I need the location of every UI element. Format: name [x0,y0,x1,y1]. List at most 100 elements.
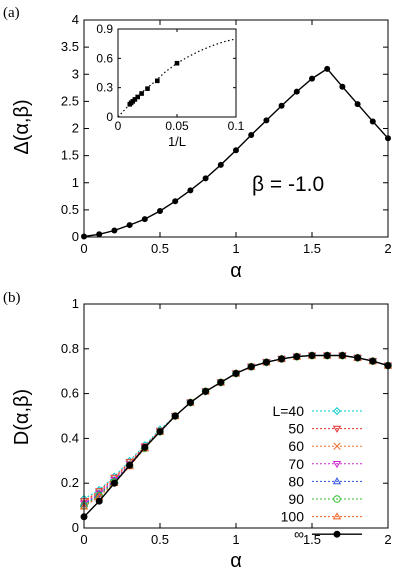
panel-b-label: (b) [3,290,21,306]
gap-point [263,117,270,124]
series-point [262,358,270,366]
gap-point [309,75,315,82]
inset-point [139,91,144,96]
panel-a-ytick-label: 1.5 [61,148,79,163]
legend-label: 80 [288,473,304,489]
series-point [171,412,179,420]
series-line [83,355,389,505]
panel-a-ytick-label: 3 [72,66,79,81]
inset-point [154,78,160,84]
series-point [126,461,134,469]
inset-point [145,86,150,91]
legend-label: L=40 [272,403,304,419]
beta-annotation: β = -1.0 [252,173,324,196]
gap-point [278,102,285,109]
gap-point [217,161,224,168]
panel-b-ytick-label: 0.6 [61,386,79,401]
inset-xtick-label: 0.05 [165,119,189,133]
inset-frame [117,28,237,118]
series-point [110,479,118,487]
series-point [232,369,240,377]
gap-point [233,147,239,154]
series-point [247,363,255,371]
gap-point [339,83,346,90]
series-point [278,355,286,363]
inset-xticks: 0 0.05 0.1 [115,29,245,133]
legend-marker [332,477,342,485]
series-point [369,357,377,365]
panel-b-ytick-label: 1 [72,296,79,311]
series-point [338,352,346,360]
legend-label: 60 [288,438,304,454]
series-point [323,352,331,360]
panel-a-plot [81,65,391,240]
panel-b-ylabel: D(α,β) [11,389,33,445]
panel-a-ytick-label: 2 [72,121,79,136]
series-line [83,354,389,518]
gap-point [369,118,376,125]
gap-point [96,231,103,238]
legend-label: 50 [288,421,304,437]
panel-b-yticks: 0 0.2 0.4 0.6 0.8 1 [61,296,388,535]
panel-b-ytick-label: 0.8 [61,341,79,356]
inset-point [174,60,180,66]
inset-yticks: 0 0.3 0.6 0.9 [96,22,236,124]
inset-xlabel: 1/L [168,134,186,149]
series-point [156,428,164,436]
panel-b-ytick-label: 0.4 [61,430,79,445]
series-line [83,355,389,508]
panel-b-frame [83,303,389,529]
gap-point [202,175,209,182]
panel-a-xtick-label: 0.5 [151,241,169,256]
inset-xtick-label: 0 [115,119,122,133]
legend-marker [332,425,342,433]
panel-a-xtick-label: 2 [384,241,391,256]
panel-b-plot [79,351,393,521]
legend-marker [332,460,342,469]
panel-a-ytick-label: 0 [72,229,79,244]
inset-xtick-label: 0.1 [228,119,245,133]
panel-a-xtick-label: 1 [232,241,239,256]
series-point [202,387,210,395]
panel-a-ytick-label: 2.5 [61,93,79,108]
inset-ytick-label: 0.3 [96,81,113,95]
panel-b-xtick-label: 1.5 [303,532,321,547]
gap-point [293,88,300,95]
panel-a-label: (a) [3,5,20,21]
panel-a-frame [83,19,389,238]
series-point [354,354,362,362]
gap-point [248,132,255,139]
panel-a-xlabel: α [230,260,242,282]
series-line [83,355,389,507]
gap-point [126,222,133,229]
panel-a: (a) Δ(α,β) α β = -1.0 0 0.5 1 1.5 2 0 0.5 1 1.5… [3,5,392,282]
inset-ytick-label: 0.6 [96,51,113,65]
gap-point [324,65,331,72]
series-point [186,399,194,407]
gap-point [172,198,179,205]
inset-background [118,29,236,117]
panel-b-xtick-label: 0 [80,532,87,547]
gap-point [157,207,163,214]
series-point [293,353,301,361]
legend-label: 90 [288,491,304,507]
panel-a-ytick-label: 1 [72,175,79,190]
series-point [141,443,149,451]
inset-plot [117,38,237,118]
panel-a-ytick-label: 3.5 [61,39,79,54]
series-point [95,497,103,505]
panel-a-xtick-label: 0 [80,241,87,256]
panel-a-ylabel: Δ(α,β) [11,99,33,154]
panel-b-ytick-label: 0.2 [61,475,79,490]
inset-ytick-label: 0.9 [96,22,113,36]
gap-point [111,227,118,234]
legend-marker [333,530,341,538]
legend-marker [332,406,342,416]
panel-a-ytick-label: 4 [72,12,79,27]
panel-a-ytick-label: 0.5 [61,202,79,217]
series-point [217,378,225,386]
panel-b-xtick-label: 2 [384,532,391,547]
panel-b-xtick-label: 1 [232,532,239,547]
